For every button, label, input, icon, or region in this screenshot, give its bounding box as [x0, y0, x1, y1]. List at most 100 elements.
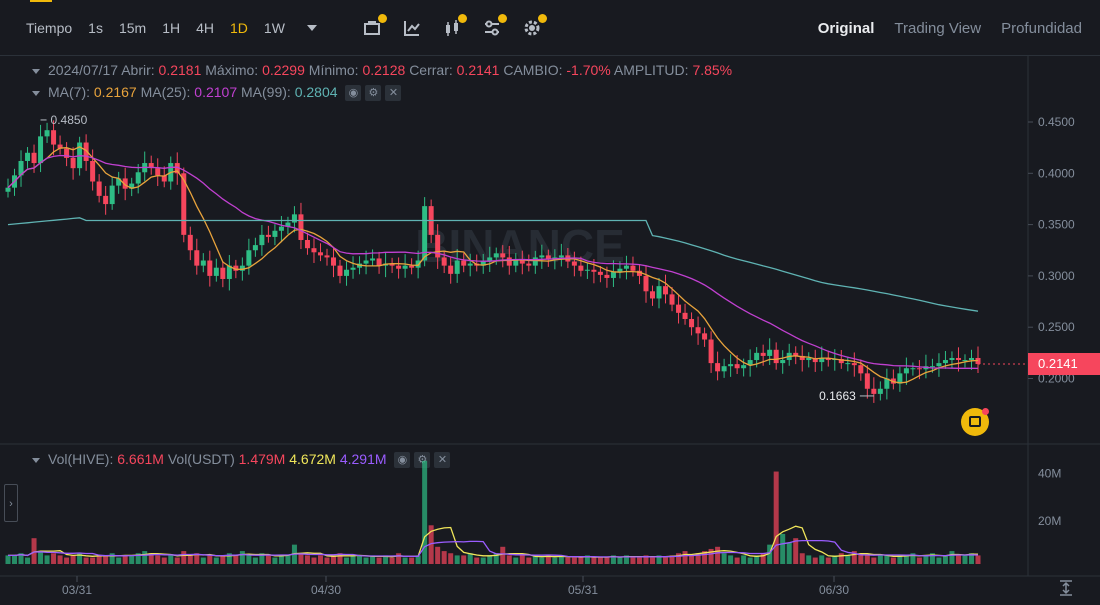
interval-1d[interactable]: 1D [230, 19, 248, 36]
volume-bar [487, 555, 493, 564]
volume-bar [38, 551, 44, 564]
volume-bar [402, 557, 408, 564]
collapse-caret-icon[interactable] [32, 68, 40, 74]
volume-bar [851, 551, 857, 564]
tab-depth[interactable]: Profundidad [1001, 19, 1082, 37]
volume-bar [344, 557, 350, 564]
volume-bar [597, 557, 603, 564]
interval-1w[interactable]: 1W [263, 19, 285, 36]
vol-collapse-caret-icon[interactable] [32, 457, 40, 463]
candle-body [936, 363, 942, 367]
candle-body [194, 250, 200, 266]
chart-line-icon[interactable] [403, 19, 421, 37]
candle-body [955, 357, 961, 361]
volume-bar [493, 553, 499, 564]
candle-body [513, 260, 519, 266]
candle-body [370, 258, 376, 261]
volume-bar [246, 555, 252, 564]
candle-body [396, 265, 402, 269]
volume-bar [83, 557, 89, 564]
ma-settings-icon[interactable]: ⚙ [365, 85, 382, 102]
change-value: -1.70% [566, 62, 611, 78]
candle-body [337, 265, 343, 276]
volume-bar [18, 553, 24, 564]
interval-1s[interactable]: 1s [88, 19, 103, 36]
candle-body [571, 261, 577, 266]
candle-body [161, 175, 167, 182]
candle-body [539, 255, 545, 258]
vol-close-icon[interactable]: ✕ [434, 452, 451, 469]
interval-1h[interactable]: 1H [162, 19, 181, 36]
interval-dropdown-icon[interactable] [306, 24, 317, 31]
volume-bar [962, 555, 968, 564]
indicator-template-icon[interactable] [363, 13, 387, 37]
volume-bar [643, 555, 649, 564]
interval-15m[interactable]: 15m [118, 19, 147, 36]
time-label[interactable]: Tiempo [26, 19, 73, 36]
volume-bar [747, 557, 753, 564]
ma99-line [7, 217, 979, 312]
volume-bar [506, 555, 512, 564]
ma-legend: MA(7): 0.2167 MA(25): 0.2107 MA(99): 0.2… [32, 84, 402, 102]
candle-body [304, 239, 310, 249]
candle-body [825, 357, 831, 361]
candle-body [649, 291, 655, 299]
volume-bar [194, 553, 200, 564]
candle-body [545, 255, 551, 260]
candle-body [441, 257, 447, 266]
ma-collapse-caret-icon[interactable] [32, 90, 40, 96]
volume-bar [519, 555, 525, 564]
fit-scale-icon[interactable] [1056, 578, 1076, 598]
candle-body [773, 349, 779, 364]
tab-trading-view[interactable]: Trading View [894, 19, 982, 37]
candle-body [311, 248, 317, 253]
toolbar-accent-line [30, 0, 52, 2]
volume-bar [832, 555, 838, 564]
volume-bar [968, 553, 974, 564]
volume-bar [31, 538, 37, 564]
volume-bar [265, 555, 271, 564]
volume-bar [767, 544, 773, 564]
low-label: Mínimo: [308, 62, 359, 78]
volume-bar [552, 557, 558, 564]
candle-body [285, 222, 291, 227]
volume-bar [871, 557, 877, 564]
candle-icon[interactable] [443, 13, 467, 37]
volume-bar [623, 555, 629, 564]
candle-body [617, 268, 623, 272]
volume-bar [838, 553, 844, 564]
tab-original[interactable]: Original [817, 19, 875, 37]
candle-body [702, 333, 708, 340]
volume-bar [923, 555, 929, 564]
vol-ma1-value: 4.672M [289, 451, 336, 467]
vol-ma2-value: 4.291M [339, 451, 387, 467]
candle-body [851, 363, 857, 366]
volume-bar [389, 557, 395, 564]
volume-bar [454, 555, 460, 564]
volume-bar [929, 553, 935, 564]
interval-4h[interactable]: 4H [196, 19, 215, 36]
candle-body [376, 258, 382, 266]
candle-body [415, 260, 421, 268]
close-icon[interactable]: ✕ [385, 85, 402, 102]
volume-bar [480, 557, 486, 564]
volume-bar [51, 553, 57, 564]
candle-body [259, 234, 265, 246]
candle-body [968, 357, 974, 361]
volume-bar [161, 557, 167, 564]
eye-icon[interactable]: ◉ [345, 85, 362, 102]
settings-sliders-icon[interactable] [483, 13, 507, 37]
volume-bar [910, 553, 916, 564]
gear-icon[interactable] [523, 13, 547, 37]
candle-body [493, 253, 499, 258]
vol-eye-icon[interactable]: ◉ [394, 452, 411, 469]
candle-body [207, 260, 213, 276]
volume-ma-line-2 [8, 539, 979, 558]
volume-bar [103, 555, 109, 564]
side-panel-toggle[interactable]: › [4, 484, 18, 522]
volume-bar [415, 555, 421, 564]
coin-notes-button[interactable] [961, 408, 989, 436]
candle-body [70, 157, 76, 169]
volume-bar [70, 555, 76, 564]
